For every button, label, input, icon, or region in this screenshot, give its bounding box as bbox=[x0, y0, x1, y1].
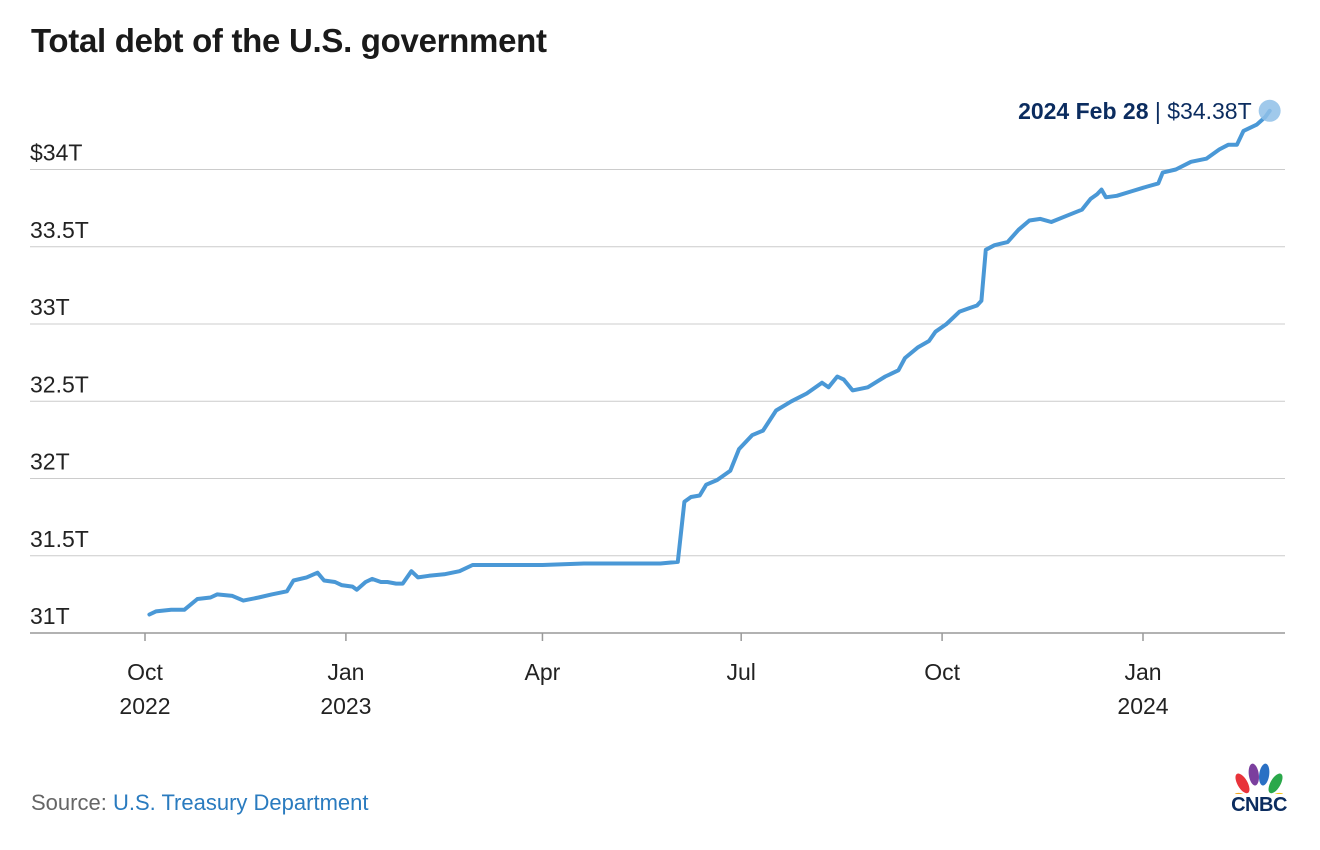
latest-point-marker[interactable] bbox=[1258, 99, 1281, 122]
y-axis-labels: 31T 31.5T 32T 32.5T 33T 33.5T $34T bbox=[30, 140, 89, 630]
x-tick-label: Apr bbox=[525, 659, 561, 685]
x-tick-year-label: 2023 bbox=[320, 693, 371, 719]
gridlines bbox=[30, 169, 1285, 634]
x-tick-label: Oct bbox=[127, 659, 163, 685]
cnbc-logo[interactable]: CNBC bbox=[1226, 760, 1292, 816]
x-tick-year-label: 2022 bbox=[119, 693, 170, 719]
x-tick-label: Oct bbox=[924, 659, 960, 685]
annotation-value: $34.38T bbox=[1167, 98, 1251, 124]
series-layer bbox=[147, 108, 1272, 617]
source-prefix: Source: bbox=[31, 790, 113, 815]
y-tick-label: 32.5T bbox=[30, 371, 89, 397]
y-tick-label: $34T bbox=[30, 140, 82, 166]
y-tick-label: 32T bbox=[30, 449, 70, 475]
x-tick-label: Jul bbox=[726, 659, 755, 685]
debt-series-line bbox=[147, 108, 1272, 617]
chart-title: Total debt of the U.S. government bbox=[31, 22, 547, 59]
source-note: Source: U.S. Treasury Department bbox=[31, 790, 368, 816]
y-tick-label: 31T bbox=[30, 603, 70, 629]
y-tick-label: 33.5T bbox=[30, 217, 89, 243]
x-tick-label: Jan bbox=[1124, 659, 1161, 685]
peacock-logo-icon bbox=[1234, 763, 1284, 807]
annotation-separator: | bbox=[1148, 98, 1167, 124]
latest-value-annotation: 2024 Feb 28 | $34.38T bbox=[1018, 98, 1281, 124]
source-link[interactable]: U.S. Treasury Department bbox=[112, 790, 369, 815]
y-tick-label: 31.5T bbox=[30, 526, 89, 552]
annotation-date: 2024 Feb 28 bbox=[1018, 98, 1149, 124]
x-axis: Oct 2022 Jan 2023 Apr Jul Oct Jan 2024 bbox=[119, 633, 1169, 719]
x-tick-label: Jan bbox=[327, 659, 364, 685]
y-tick-label: 33T bbox=[30, 294, 70, 320]
brand-name: CNBC bbox=[1231, 794, 1287, 816]
annotation-label: 2024 Feb 28 | $34.38T bbox=[1018, 98, 1252, 124]
x-tick-year-label: 2024 bbox=[1117, 693, 1168, 719]
